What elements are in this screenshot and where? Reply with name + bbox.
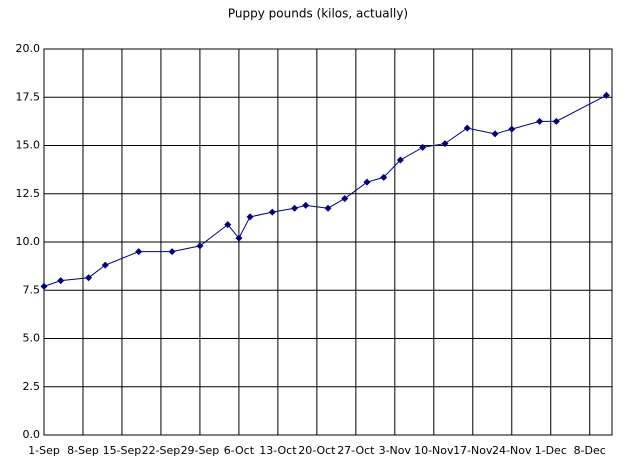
y-tick-label: 2.5	[23, 380, 41, 393]
y-tick-label: 7.5	[23, 283, 41, 296]
x-tick-label: 6-Oct	[224, 444, 255, 457]
x-tick-label: 20-Oct	[298, 444, 336, 457]
data-point	[101, 261, 109, 269]
data-point	[491, 130, 499, 138]
x-tick-label: 27-Oct	[337, 444, 375, 457]
x-tick-label: 17-Nov	[453, 444, 493, 457]
data-point	[235, 234, 243, 242]
data-point	[324, 204, 332, 212]
x-tick-label: 29-Sep	[181, 444, 220, 457]
x-tick-label: 24-Nov	[492, 444, 532, 457]
data-point	[224, 221, 232, 229]
data-point	[168, 248, 176, 256]
data-point	[246, 213, 254, 221]
x-tick-label: 3-Nov	[379, 444, 412, 457]
chart-title: Puppy pounds (kilos, actually)	[228, 7, 408, 21]
data-point	[508, 125, 516, 133]
x-tick-label: 8-Dec	[574, 444, 606, 457]
x-tick-label: 1-Dec	[535, 444, 567, 457]
plot-frame	[43, 48, 613, 436]
y-tick-label: 0.0	[23, 428, 41, 441]
x-tick-label: 15-Sep	[103, 444, 142, 457]
data-point	[196, 242, 204, 250]
data-point	[463, 124, 471, 132]
data-point	[291, 204, 299, 212]
data-point	[135, 248, 143, 256]
x-tick-label: 8-Sep	[67, 444, 99, 457]
y-tick-label: 12.5	[16, 187, 41, 200]
y-tick-label: 5.0	[23, 332, 41, 345]
data-point	[380, 173, 388, 181]
x-tick-label: 1-Sep	[28, 444, 60, 457]
x-tick-label: 13-Oct	[259, 444, 297, 457]
data-point	[363, 178, 371, 186]
data-point	[268, 208, 276, 216]
data-point	[341, 195, 349, 203]
x-tick-label: 22-Sep	[142, 444, 181, 457]
data-point	[40, 282, 48, 290]
x-tick-label: 10-Nov	[414, 444, 454, 457]
data-point	[85, 274, 93, 282]
y-tick-label: 10.0	[16, 235, 41, 248]
series-line	[43, 94, 607, 287]
y-tick-label: 20.0	[16, 42, 41, 55]
data-point	[302, 201, 310, 209]
data-point	[419, 143, 427, 151]
data-point	[536, 117, 544, 125]
y-tick-label: 15.0	[16, 139, 41, 152]
y-tick-label: 17.5	[16, 90, 41, 103]
data-point	[552, 117, 560, 125]
data-point	[441, 140, 449, 148]
data-point	[57, 277, 65, 285]
data-point	[396, 156, 404, 164]
data-point	[602, 91, 610, 99]
